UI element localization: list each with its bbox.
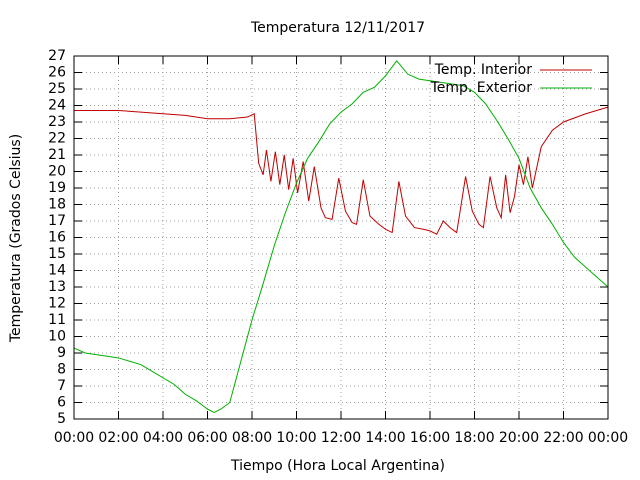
x-tick-label: 22:00 — [543, 430, 583, 446]
x-axis-label: Tiempo (Hora Local Argentina) — [230, 458, 445, 474]
y-tick-label: 23 — [48, 114, 66, 130]
legend-label: Temp. Exterior — [430, 80, 533, 96]
y-tick-label: 13 — [48, 279, 66, 295]
x-tick-label: 06:00 — [187, 430, 227, 446]
x-tick-label: 00:00 — [54, 430, 94, 446]
y-tick-label: 26 — [48, 65, 66, 81]
data-line — [74, 106, 609, 235]
data-line — [73, 60, 609, 413]
y-axis-label: Temperatura (Grados Celsius) — [8, 134, 24, 343]
y-tick-label: 7 — [57, 378, 66, 394]
y-tick-label: 17 — [48, 213, 66, 229]
x-tick-label: 14:00 — [365, 430, 405, 446]
y-tick-label: 19 — [48, 180, 66, 196]
y-tick-label: 12 — [48, 296, 66, 312]
x-tick-label: 20:00 — [499, 430, 539, 446]
x-tick-label: 00:00 — [588, 430, 628, 446]
y-tick-label: 16 — [48, 230, 66, 246]
x-tick-label: 12:00 — [321, 430, 361, 446]
x-tick-label: 16:00 — [410, 430, 450, 446]
y-tick-label: 22 — [48, 131, 66, 147]
y-tick-label: 6 — [57, 395, 66, 411]
x-tick-label: 18:00 — [454, 430, 494, 446]
y-tick-label: 15 — [48, 246, 66, 262]
y-tick-label: 9 — [57, 345, 66, 361]
y-tick-label: 27 — [48, 48, 66, 64]
x-tick-label: 08:00 — [232, 430, 272, 446]
y-tick-label: 11 — [48, 312, 66, 328]
y-tick-label: 8 — [57, 362, 66, 378]
y-tick-label: 18 — [48, 197, 66, 213]
y-tick-label: 14 — [48, 263, 66, 279]
y-tick-label: 24 — [48, 98, 66, 114]
y-tick-label: 21 — [48, 147, 66, 163]
x-tick-label: 04:00 — [143, 430, 183, 446]
legend-label: Temp. Interior — [434, 62, 533, 78]
x-tick-label: 10:00 — [276, 430, 316, 446]
y-tick-label: 20 — [48, 164, 66, 180]
x-tick-label: 02:00 — [98, 430, 138, 446]
y-tick-label: 10 — [48, 329, 66, 345]
y-tick-label: 25 — [48, 81, 66, 97]
plot-frame — [73, 55, 609, 420]
chart-title: Temperatura 12/11/2017 — [250, 20, 425, 36]
y-tick-label: 5 — [57, 411, 66, 427]
